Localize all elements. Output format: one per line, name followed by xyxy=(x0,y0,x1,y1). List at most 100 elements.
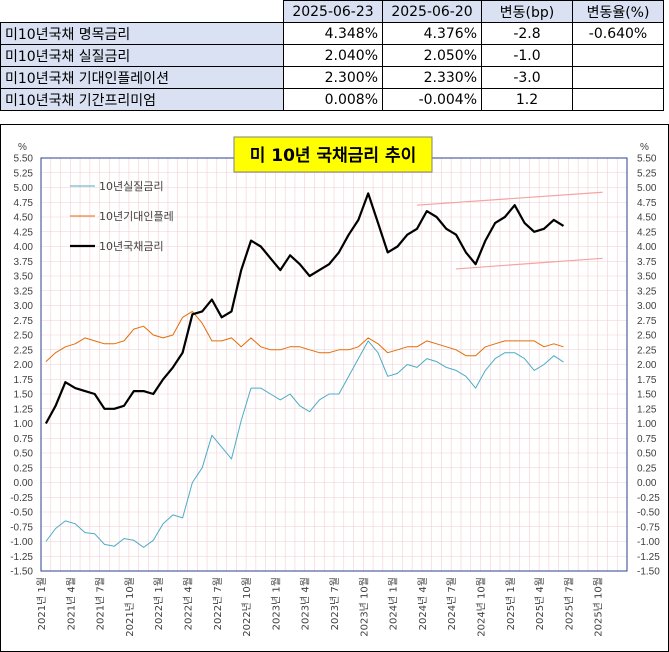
cell-change-bp: -3.0 xyxy=(481,66,573,89)
y-tick-label: 0.75 xyxy=(14,434,34,445)
y-tick-label: 1.00 xyxy=(637,419,657,430)
x-tick-label: 2025년 10월 xyxy=(593,577,605,637)
row-label: 미10년국채 실질금리 xyxy=(0,44,284,67)
y-tick-label: 2.25 xyxy=(14,345,34,356)
y-tick-label: 0.00 xyxy=(14,478,34,489)
chart-frame xyxy=(0,124,669,652)
y-tick-label: 5.50 xyxy=(14,154,34,165)
x-tick-label: 2025년 1월 xyxy=(505,577,517,630)
x-tick-label: 2025년 4월 xyxy=(534,577,546,630)
table-header-cell xyxy=(0,0,284,23)
chart-title-box xyxy=(233,136,433,173)
y-tick-label: -0.25 xyxy=(10,493,33,504)
y-tick-label: 2.00 xyxy=(637,360,657,371)
x-axis: 2021년 1월 2021년 4월 2021년 7월 2021년 10월 2022년 1… xyxy=(36,577,605,637)
x-tick-label: 2025년 7월 xyxy=(563,577,575,630)
series-lines xyxy=(44,192,565,548)
y-tick-label: 1.75 xyxy=(14,375,34,386)
table-row: 미10년국채 기대인플레이션 2.300% 2.330% -3.0 xyxy=(0,66,664,89)
cell-value: 2.050% xyxy=(382,44,482,67)
y-tick-label: 3.50 xyxy=(14,272,34,283)
row-label: 미10년국채 기대인플레이션 xyxy=(0,66,284,89)
unit-right: % xyxy=(640,142,649,153)
cell-change-bp: -1.0 xyxy=(481,44,573,67)
table-header-cell: 2025-06-23 xyxy=(283,0,383,23)
y-tick-label: -1.25 xyxy=(10,552,33,563)
cell-value: 4.348% xyxy=(283,22,383,45)
x-tick-label: 2023년 7월 xyxy=(329,577,341,630)
trendlines xyxy=(416,191,603,270)
x-tick-label: 2021년 1월 xyxy=(36,577,48,630)
legend-label: 10년기대인플레 xyxy=(99,210,174,223)
table-row: 미10년국채 명목금리 4.348% 4.376% -2.8 -0.640% xyxy=(0,22,664,45)
y-tick-label: -0.50 xyxy=(637,508,660,519)
y-tick-label: 0.50 xyxy=(637,449,657,460)
legend-label: 10년실질금리 xyxy=(99,180,164,193)
series-line xyxy=(44,192,565,425)
row-label: 미10년국채 기간프리미엄 xyxy=(0,88,284,111)
cell-change-pct xyxy=(572,66,664,89)
y-tick-label: 3.50 xyxy=(637,272,657,283)
table-header-cell: 2025-06-20 xyxy=(382,0,482,23)
x-tick-label: 2023년 4월 xyxy=(300,577,312,630)
unit-left: % xyxy=(18,142,27,153)
rates-table: 2025-06-23 2025-06-20 변동(bp) 변동율(%) 미10년… xyxy=(0,0,664,111)
cell-value: 2.330% xyxy=(382,66,482,89)
y-tick-label: 4.75 xyxy=(637,198,657,209)
x-tick-label: 2021년 7월 xyxy=(95,577,107,630)
y-tick-label: 5.00 xyxy=(637,183,657,194)
y-tick-label: 3.75 xyxy=(14,257,34,268)
y-tick-label: 1.25 xyxy=(14,404,34,415)
y-tick-label: 2.50 xyxy=(14,331,34,342)
table-header-cell: 변동(bp) xyxy=(481,0,573,23)
y-tick-label: 3.25 xyxy=(637,286,657,297)
y-tick-label: 3.00 xyxy=(14,301,34,312)
y-tick-label: -1.00 xyxy=(10,537,33,548)
legend: 10년실질금리 10년기대인플레 10년국채금리 xyxy=(70,180,174,253)
y-tick-label: -0.75 xyxy=(10,522,33,533)
y-tick-label: 2.00 xyxy=(14,360,34,371)
table-row: 미10년국채 기간프리미엄 0.008% -0.004% 1.2 xyxy=(0,88,664,111)
x-tick-label: 2024년 7월 xyxy=(446,577,458,630)
y-tick-label: -0.25 xyxy=(637,493,660,504)
y-tick-label: 5.50 xyxy=(637,154,657,165)
y-tick-label: 0.25 xyxy=(14,463,34,474)
legend-label: 10년국채금리 xyxy=(99,240,164,253)
y-tick-label: 4.25 xyxy=(14,227,34,238)
x-tick-label: 2023년 1월 xyxy=(270,577,282,630)
cell-value: 2.040% xyxy=(283,44,383,67)
x-tick-label: 2021년 10월 xyxy=(124,577,136,637)
y-tick-label: 4.25 xyxy=(637,227,657,238)
y-tick-label: 2.50 xyxy=(637,331,657,342)
y-tick-label: 2.25 xyxy=(637,345,657,356)
y-tick-label: 0.75 xyxy=(637,434,657,445)
y-tick-label: -1.25 xyxy=(637,552,660,563)
y-tick-label: 0.50 xyxy=(14,449,34,460)
y-tick-label: -1.50 xyxy=(10,567,33,578)
trendline xyxy=(456,257,603,270)
y-tick-label: 3.75 xyxy=(637,257,657,268)
y-tick-label: 2.75 xyxy=(14,316,34,327)
y-tick-label: -0.50 xyxy=(10,508,33,519)
y-tick-label: 0.25 xyxy=(637,463,657,474)
y-tick-label: 0.00 xyxy=(637,478,657,489)
cell-change-pct: -0.640% xyxy=(572,22,664,45)
y-tick-label: 1.00 xyxy=(14,419,34,430)
y-tick-label: 4.50 xyxy=(14,213,34,224)
cell-value: 4.376% xyxy=(382,22,482,45)
y-tick-label: 2.75 xyxy=(637,316,657,327)
y-tick-label: -1.50 xyxy=(637,567,660,578)
x-tick-label: 2022년 7월 xyxy=(212,577,224,630)
y-tick-label: 3.25 xyxy=(14,286,34,297)
y-tick-label: -1.00 xyxy=(637,537,660,548)
cell-value: 2.300% xyxy=(283,66,383,89)
table-header-row: 2025-06-23 2025-06-20 변동(bp) 변동율(%) xyxy=(0,0,664,23)
y-tick-label: 4.00 xyxy=(637,242,657,253)
series-line xyxy=(45,310,564,362)
y-axis-right: -1.50 -1.25 -1.00 -0.75 -0.50 -0.25 0.00 0.25 0.… xyxy=(637,154,660,578)
yield-chart: -1.50 -1.25 -1.00 -0.75 -0.50 -0.25 0.00 0.25 0.… xyxy=(0,124,669,652)
cell-value: 0.008% xyxy=(283,88,383,111)
trendline xyxy=(416,191,603,206)
y-tick-label: 1.50 xyxy=(637,390,657,401)
y-tick-label: 4.75 xyxy=(14,198,34,209)
